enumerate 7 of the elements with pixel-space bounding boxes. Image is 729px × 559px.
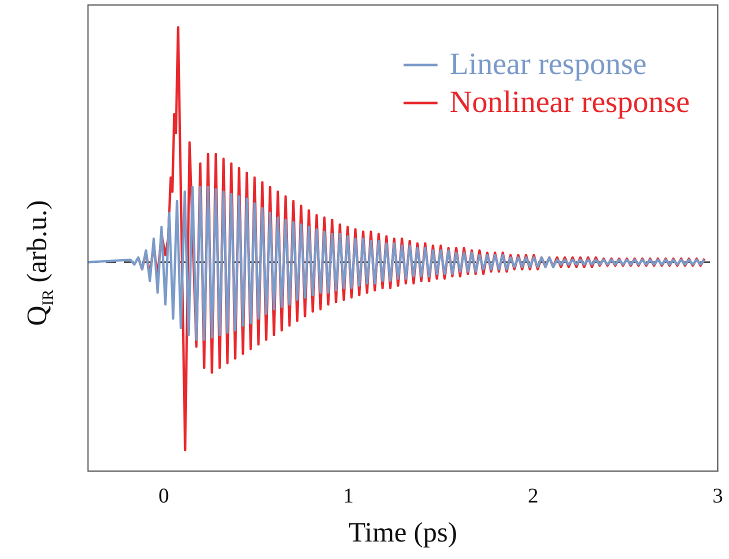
x-tick-label: 3 — [712, 483, 723, 508]
x-tick-label: 2 — [528, 483, 538, 508]
x-axis-title: Time (ps) — [348, 518, 458, 549]
legend-label: Linear response — [450, 46, 647, 82]
legend-label: Nonlinear response — [450, 84, 690, 120]
x-tick-label: 0 — [158, 483, 169, 508]
x-tick-label: 1 — [343, 483, 354, 508]
